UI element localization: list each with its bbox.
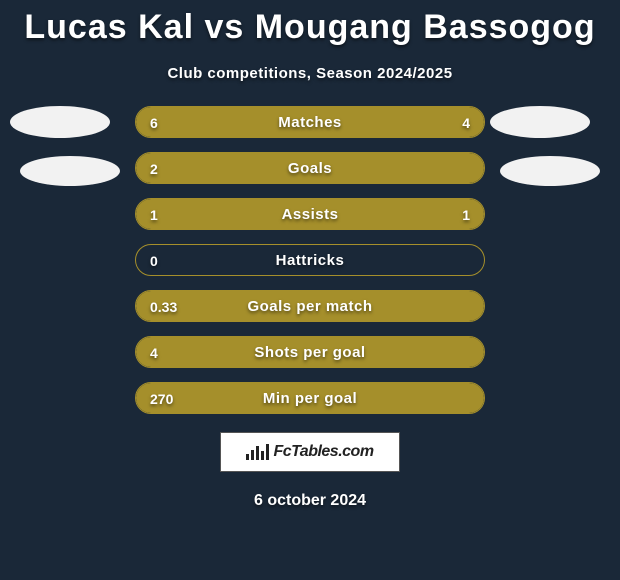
stat-row: 270Min per goal xyxy=(135,382,485,414)
stat-label: Shots per goal xyxy=(136,337,484,368)
stat-right-value: 1 xyxy=(462,199,470,230)
logo-label: FcTables.com xyxy=(273,443,373,461)
chart-icon xyxy=(246,444,269,460)
comparison-title: Lucas Kal vs Mougang Bassogog xyxy=(0,0,620,47)
stat-right-value: 4 xyxy=(462,107,470,138)
comparison-date: 6 october 2024 xyxy=(0,492,620,510)
team-badge-left-1 xyxy=(10,106,110,138)
stat-label: Assists xyxy=(136,199,484,230)
stat-row: 0Hattricks xyxy=(135,244,485,276)
stat-label: Min per goal xyxy=(136,383,484,414)
stat-row: 6Matches4 xyxy=(135,106,485,138)
source-logo: FcTables.com xyxy=(220,432,400,472)
stats-area: 6Matches4 2Goals 1Assists1 0Hattricks 0.33Go… xyxy=(0,106,620,414)
stat-row: 4Shots per goal xyxy=(135,336,485,368)
comparison-subtitle: Club competitions, Season 2024/2025 xyxy=(0,65,620,82)
stat-row: 2Goals xyxy=(135,152,485,184)
team-badge-right-1 xyxy=(490,106,590,138)
stat-row: 1Assists1 xyxy=(135,198,485,230)
stat-label: Goals per match xyxy=(136,291,484,322)
stat-label: Goals xyxy=(136,153,484,184)
source-logo-text: FcTables.com xyxy=(246,443,373,461)
stat-row: 0.33Goals per match xyxy=(135,290,485,322)
team-badge-right-2 xyxy=(500,156,600,186)
stat-label: Hattricks xyxy=(136,245,484,276)
stat-label: Matches xyxy=(136,107,484,138)
team-badge-left-2 xyxy=(20,156,120,186)
